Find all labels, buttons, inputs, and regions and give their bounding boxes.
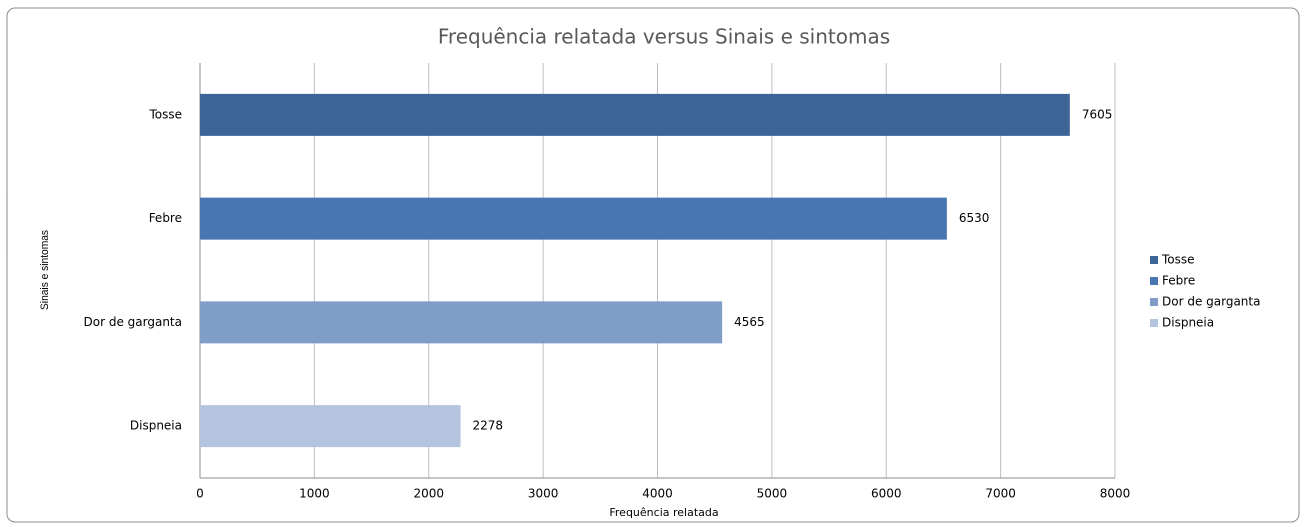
x-axis-label: Frequência relatada xyxy=(609,506,718,519)
legend-swatch xyxy=(1150,277,1158,285)
y-tick-label: Tosse xyxy=(148,107,182,121)
legend-label: Dor de garganta xyxy=(1162,295,1260,309)
chart-border xyxy=(6,7,1300,523)
x-tick-label: 4000 xyxy=(642,487,673,501)
bar xyxy=(200,197,947,240)
data-label: 7605 xyxy=(1082,107,1113,121)
legend-label: Tosse xyxy=(1161,253,1195,267)
y-tick-label: Dispneia xyxy=(130,419,182,433)
x-tick-label: 6000 xyxy=(871,487,902,501)
x-tick-label: 2000 xyxy=(413,487,444,501)
data-label: 4565 xyxy=(734,315,765,329)
legend-label: Febre xyxy=(1162,274,1195,288)
legend-swatch xyxy=(1150,319,1158,327)
x-tick-label: 1000 xyxy=(299,487,330,501)
x-tick-label: 8000 xyxy=(1100,487,1131,501)
data-label: 6530 xyxy=(959,211,990,225)
x-tick-label: 0 xyxy=(196,487,204,501)
legend-swatch xyxy=(1150,256,1158,264)
y-axis-label: Sinais e sintomas xyxy=(39,230,51,310)
bar xyxy=(200,301,723,344)
data-label: 2278 xyxy=(473,419,504,433)
x-tick-label: 7000 xyxy=(985,487,1016,501)
y-tick-label: Dor de garganta xyxy=(84,315,182,329)
y-tick-label: Febre xyxy=(149,211,182,225)
x-tick-label: 5000 xyxy=(757,487,788,501)
bar xyxy=(200,93,1070,136)
bar xyxy=(200,405,461,448)
x-tick-label: 3000 xyxy=(528,487,559,501)
chart-title: Frequência relatada versus Sinais e sint… xyxy=(438,25,890,49)
legend-swatch xyxy=(1150,298,1158,306)
legend-label: Dispneia xyxy=(1162,316,1214,330)
